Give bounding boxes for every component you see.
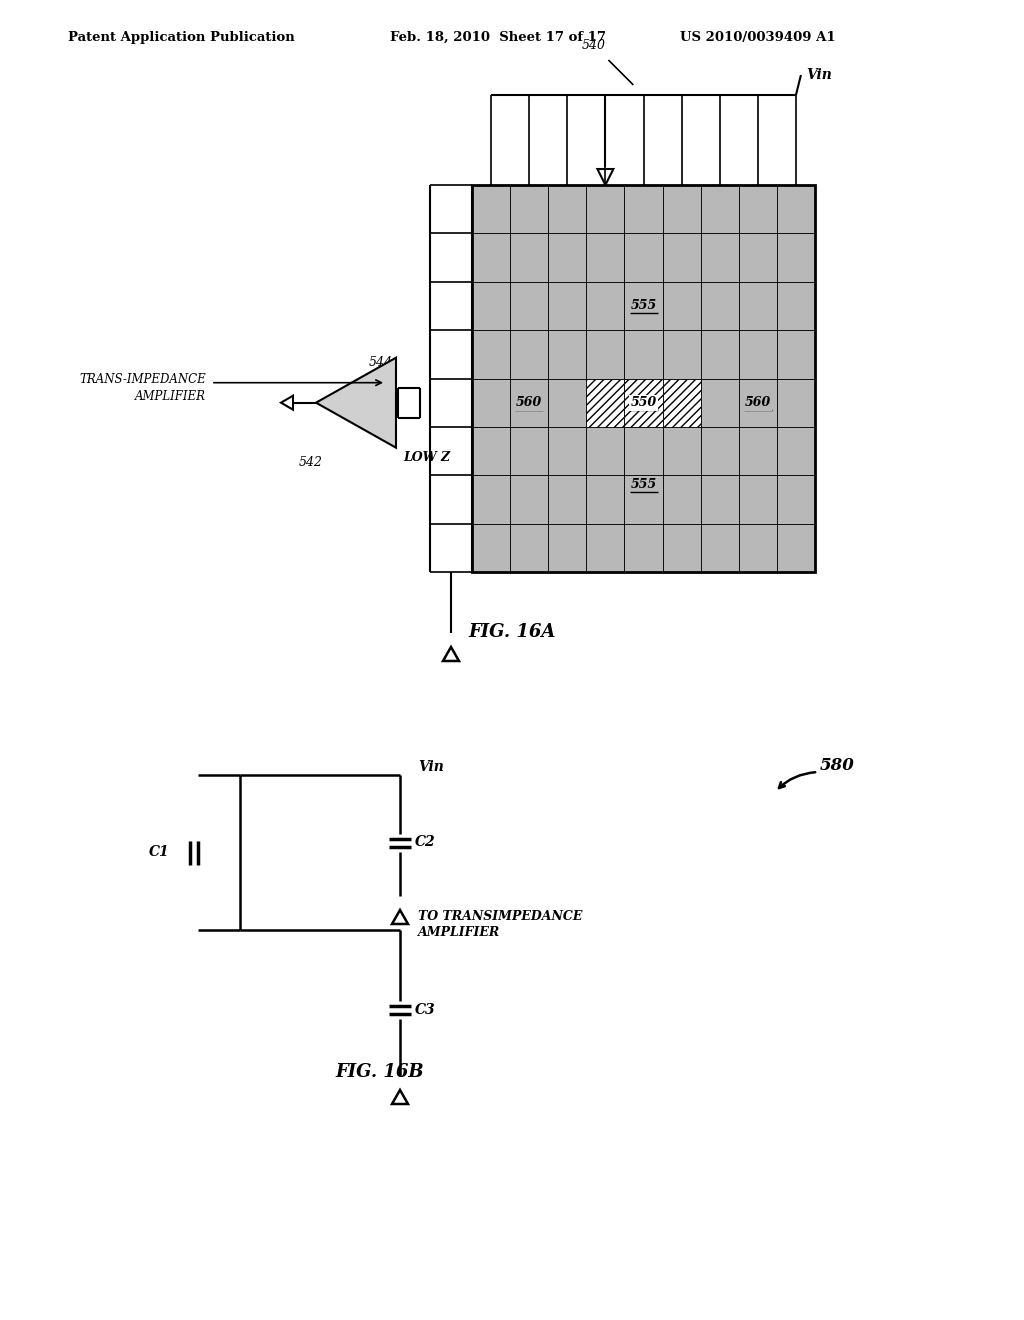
Bar (777, 379, 815, 426)
Bar (625, 185, 663, 234)
Bar (625, 379, 663, 426)
Bar (548, 524, 587, 572)
Text: US 2010/0039409 A1: US 2010/0039409 A1 (680, 30, 836, 44)
Bar (663, 185, 700, 234)
Text: FIG. 16A: FIG. 16A (468, 623, 556, 642)
Bar (777, 475, 815, 524)
Bar (625, 234, 663, 281)
Bar (738, 185, 777, 234)
Bar (548, 281, 587, 330)
Bar (700, 524, 738, 572)
Bar (472, 185, 815, 572)
Bar (738, 379, 777, 426)
Bar (777, 426, 815, 475)
Bar (738, 281, 777, 330)
Bar (548, 185, 587, 234)
Text: Patent Application Publication: Patent Application Publication (68, 30, 295, 44)
Bar (548, 330, 587, 379)
Text: LOW Z: LOW Z (403, 451, 451, 465)
Bar (510, 185, 548, 234)
Text: Vin: Vin (418, 760, 443, 774)
Text: 544: 544 (369, 356, 393, 370)
Bar (663, 524, 700, 572)
Bar (548, 234, 587, 281)
Bar (663, 475, 700, 524)
Bar (663, 330, 700, 379)
Bar (472, 475, 510, 524)
Bar (777, 281, 815, 330)
Text: Vin: Vin (806, 69, 831, 82)
Bar (777, 185, 815, 234)
Text: 540: 540 (582, 40, 605, 51)
Bar (472, 330, 510, 379)
Text: 542: 542 (299, 455, 323, 469)
Bar (472, 379, 510, 426)
Text: C2: C2 (415, 836, 435, 850)
Bar (472, 426, 510, 475)
Text: 555: 555 (631, 478, 656, 491)
Text: 560: 560 (744, 396, 771, 409)
Bar (700, 330, 738, 379)
Bar (587, 234, 625, 281)
Bar (625, 524, 663, 572)
Bar (700, 234, 738, 281)
Bar (587, 426, 625, 475)
Bar (472, 281, 510, 330)
Bar (663, 379, 700, 426)
Bar (663, 234, 700, 281)
Bar (548, 426, 587, 475)
Bar (510, 234, 548, 281)
Text: 555: 555 (631, 300, 656, 313)
Bar (587, 185, 625, 234)
Bar (625, 281, 663, 330)
Polygon shape (316, 358, 396, 447)
Bar (510, 475, 548, 524)
Text: TO TRANSIMPEDANCE
AMPLIFIER: TO TRANSIMPEDANCE AMPLIFIER (418, 911, 583, 940)
Bar (587, 524, 625, 572)
Bar (548, 475, 587, 524)
Bar (700, 426, 738, 475)
Bar (587, 330, 625, 379)
Bar (510, 426, 548, 475)
Bar (625, 426, 663, 475)
Bar (510, 379, 548, 426)
Bar (472, 234, 510, 281)
Bar (587, 475, 625, 524)
Bar (587, 379, 625, 426)
Bar (777, 524, 815, 572)
Bar (510, 330, 548, 379)
Bar (663, 426, 700, 475)
Bar (625, 330, 663, 379)
Bar (700, 185, 738, 234)
Bar (738, 524, 777, 572)
Bar (738, 234, 777, 281)
Text: 560: 560 (516, 396, 543, 409)
Bar (777, 330, 815, 379)
Bar (663, 281, 700, 330)
Text: TRANS-IMPEDANCE
AMPLIFIER: TRANS-IMPEDANCE AMPLIFIER (79, 372, 206, 403)
Text: 550: 550 (631, 396, 656, 409)
Bar (625, 475, 663, 524)
Bar (587, 281, 625, 330)
Text: C3: C3 (415, 1003, 435, 1016)
Text: 580: 580 (820, 756, 855, 774)
Bar (700, 475, 738, 524)
Bar (548, 379, 587, 426)
Bar (700, 281, 738, 330)
Bar (700, 379, 738, 426)
Text: FIG. 16B: FIG. 16B (336, 1063, 424, 1081)
Text: C1: C1 (150, 846, 170, 859)
Bar (472, 185, 510, 234)
Text: Feb. 18, 2010  Sheet 17 of 17: Feb. 18, 2010 Sheet 17 of 17 (390, 30, 606, 44)
Bar (738, 330, 777, 379)
Bar (738, 426, 777, 475)
Bar (777, 234, 815, 281)
Bar (472, 524, 510, 572)
Bar (738, 475, 777, 524)
Bar (510, 524, 548, 572)
Bar (510, 281, 548, 330)
